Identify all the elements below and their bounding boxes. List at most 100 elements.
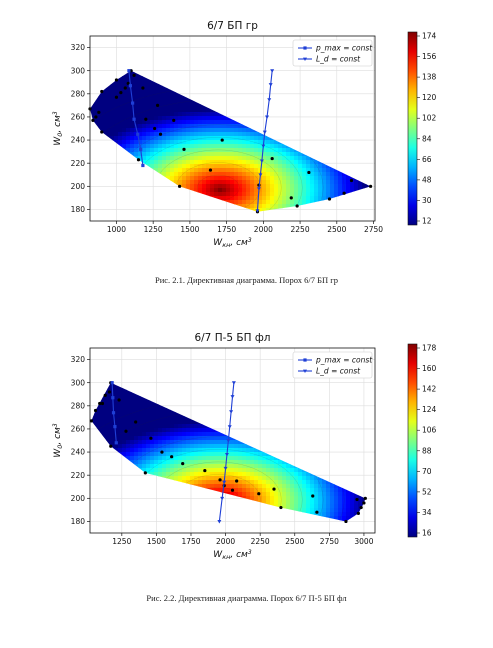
surface-cell: [178, 456, 183, 461]
surface-cell: [166, 428, 171, 433]
surface-cell: [122, 424, 127, 429]
surface-cell: [158, 424, 163, 429]
surface-cell: [186, 180, 191, 185]
surface-cell: [346, 176, 351, 181]
surface-cell: [174, 112, 179, 117]
surface-cell: [106, 100, 111, 105]
surface-cell: [122, 408, 127, 413]
surface-cell: [138, 436, 143, 441]
surface-cell: [210, 436, 215, 441]
surface-cell: [318, 184, 323, 189]
surface-cell: [126, 408, 131, 413]
surface-cell: [182, 156, 187, 161]
surface-cell: [162, 92, 167, 97]
surface-cell: [182, 424, 187, 429]
surface-cell: [186, 444, 191, 449]
chart-title: 6/7 БП гр: [207, 20, 258, 32]
surface-cell: [170, 464, 175, 469]
data-point: [368, 184, 373, 188]
surface-cell: [158, 104, 163, 109]
surface-cell: [198, 436, 203, 441]
surface-cell: [134, 116, 139, 121]
surface-cell: [174, 476, 179, 481]
surface-cell: [110, 120, 115, 125]
surface-cell: [230, 144, 235, 149]
series-marker: [127, 69, 131, 73]
surface-cell: [226, 160, 231, 165]
surface-cell: [90, 112, 95, 117]
surface-cell: [194, 448, 199, 453]
surface-cell: [142, 408, 147, 413]
series-ld: [255, 69, 275, 213]
surface-cell: [218, 180, 223, 185]
surface-cell: [106, 92, 111, 97]
surface-cell: [322, 192, 327, 197]
surface-cell: [182, 180, 187, 185]
surface-cell: [278, 192, 283, 197]
surface-cell: [298, 184, 303, 189]
surface-cell: [334, 188, 339, 193]
surface-cell: [214, 176, 219, 181]
surface-cell: [342, 176, 347, 181]
surface-cell: [158, 152, 163, 157]
surface-cell: [98, 420, 103, 425]
surface-cell: [330, 168, 335, 173]
surface-cell: [190, 108, 195, 113]
surface-cell: [198, 112, 203, 117]
surface-cell: [146, 432, 151, 437]
surface-cell: [206, 148, 211, 153]
surface-cell: [298, 196, 303, 201]
surface-cell: [134, 84, 139, 89]
surface-cell: [162, 168, 167, 173]
surface-cell: [138, 116, 143, 121]
surface-cell: [134, 448, 139, 453]
surface-cell: [294, 184, 299, 189]
surface-cell: [214, 140, 219, 145]
surface-cell: [166, 168, 171, 173]
surface-cell: [122, 140, 127, 145]
surface-cell: [186, 148, 191, 153]
surface-cell: [262, 208, 267, 212]
surface-cell: [350, 176, 355, 181]
surface-cell: [146, 452, 151, 457]
surface-cell: [138, 108, 143, 113]
surface-cell: [310, 164, 315, 169]
surface-cell: [166, 444, 171, 449]
surface-cell: [334, 172, 339, 177]
surface-cell: [158, 464, 163, 469]
surface-cell: [294, 188, 299, 193]
surface-cell: [206, 116, 211, 121]
surface-cell: [254, 164, 259, 169]
surface-cell: [218, 188, 223, 193]
surface-cell: [206, 188, 211, 193]
surface-cell: [126, 436, 131, 441]
surface-cell: [234, 136, 239, 141]
surface-cell: [178, 144, 183, 149]
surface-cell: [214, 192, 219, 197]
surface-cell: [230, 128, 235, 133]
surface-cell: [118, 84, 123, 89]
surface-cell: [286, 192, 291, 197]
surface-cell: [174, 424, 179, 429]
surface-cell: [170, 120, 175, 125]
surface-cell: [290, 200, 295, 205]
surface-cell: [306, 172, 311, 177]
series-marker: [141, 163, 145, 168]
surface-cell: [102, 120, 107, 125]
surface-cell: [282, 204, 287, 209]
surface-cell: [142, 440, 147, 445]
surface-cell: [194, 436, 199, 441]
surface-cell: [266, 144, 271, 149]
surface-cell: [330, 196, 335, 201]
surface-cell: [158, 404, 163, 409]
surface-cell: [130, 396, 135, 401]
surface-cell: [154, 112, 159, 117]
surface-cell: [206, 464, 211, 469]
surface-cell: [146, 160, 151, 165]
surface-cell: [162, 456, 167, 461]
surface-cell: [178, 132, 183, 137]
surface-cell: [254, 148, 259, 153]
surface-cell: [298, 172, 303, 177]
surface-cell: [154, 404, 159, 409]
surface-cell: [270, 192, 275, 197]
